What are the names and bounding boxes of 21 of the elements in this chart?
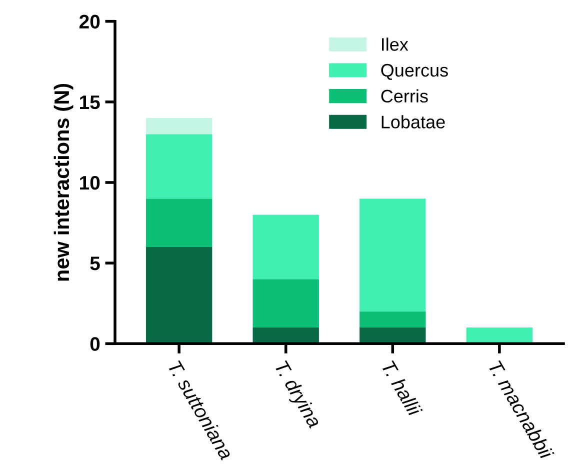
bar [360,328,426,344]
bar [360,198,426,312]
y-axis-title: new interactions (N) [54,84,74,281]
bar [146,118,212,134]
y-tick-label: 5 [90,256,100,270]
bar [252,214,319,280]
bar [360,311,426,328]
legend-label: Ilex [382,38,408,51]
legend-label: Lobatae [382,115,445,128]
legend-label: Quercus [381,64,448,80]
bar [466,328,533,344]
bar [146,134,212,199]
y-tick-label: 0 [90,337,100,351]
bar [252,328,319,344]
bar [146,246,212,344]
y-tick-label: 15 [80,96,100,110]
y-tick-label: 20 [79,14,100,29]
y-tick-label: 10 [80,176,100,190]
bar [146,198,212,247]
legend-label: Cerris [381,89,428,103]
bar [252,279,319,328]
